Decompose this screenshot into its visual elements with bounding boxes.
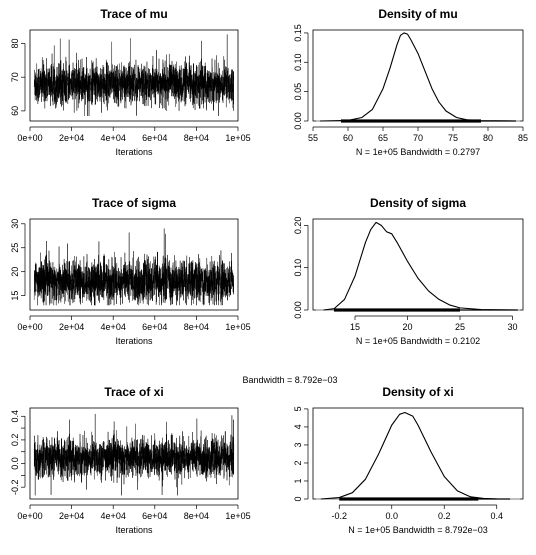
panel-2: Density of mu N = 1e+05 Bandwidth = 0.279… [293,7,528,157]
x-axis-label: N = 1e+05 Bandwidth = 0.2797 [356,147,480,157]
x-tick-label: 2e+04 [59,511,84,521]
panel-5: Trace of xi Iterations 0e+00 2e+04 4e+04 6e+0… [10,385,251,535]
x-axis-label: Iterations [115,147,153,157]
y-tick-label: 0.15 [293,24,303,42]
x-tick-label: 70 [413,133,423,143]
y-tick-label: 15 [10,291,20,301]
x-tick-label: 20 [402,322,412,332]
panel-3: Trace of sigma Iterations 0e+00 2e+04 4e+04 6… [10,196,251,346]
x-tick-label: 4e+04 [101,322,126,332]
chart-title: Trace of sigma [92,196,176,210]
y-tick-label: 0.0 [10,457,20,470]
x-tick-label: 6e+04 [142,511,167,521]
x-tick-label: 65 [378,133,388,143]
chart-title: Density of mu [378,7,457,21]
x-tick-label: 75 [448,133,458,143]
panel-6: Density of xi N = 1e+05 Bandwidth = 8.792… [293,385,524,535]
y-tick-label: 0.2 [10,434,20,447]
x-tick-label: 4e+04 [101,133,126,143]
y-tick-label: 0.10 [293,54,303,72]
panel-4: Density of sigma N = 1e+05 Bandwidth = 0.… [293,196,524,346]
plot-frame [312,218,524,311]
stray-bandwidth-label: Bandwidth = 8.792e−03 [242,375,337,385]
y-tick-label: 70 [10,72,20,82]
y-tick-label: 4 [293,424,303,429]
y-tick-label: 0.4 [10,410,20,423]
density-curve [323,221,518,311]
chart-title: Trace of mu [100,7,167,21]
x-tick-label: 1e+05 [225,511,250,521]
x-tick-label: 60 [343,133,353,143]
x-tick-label: 15 [350,322,360,332]
x-tick-label: 0.2 [438,511,451,521]
x-tick-label: 1e+05 [225,133,250,143]
density-curve [320,411,510,500]
trace-line [33,34,235,116]
x-tick-label: 80 [483,133,493,143]
y-tick-label: 80 [10,38,20,48]
x-tick-label: 2e+04 [59,133,84,143]
x-tick-label: 8e+04 [184,322,209,332]
y-tick-label: 2 [293,460,303,465]
plot-frame [29,29,239,122]
x-axis-label: Iterations [115,336,153,346]
density-rug [334,308,460,312]
y-tick-label: 0 [293,496,303,501]
x-tick-label: 0e+00 [17,511,42,521]
plot-frame [312,29,524,122]
x-axis-label: N = 1e+05 Bandwidth = 8.792e−03 [348,525,488,535]
plot-frame [29,407,239,500]
density-rug [339,497,479,501]
density-rug [341,119,481,123]
y-tick-label: 60 [10,106,20,116]
y-tick-label: 20 [10,267,20,277]
x-tick-label: 0.4 [490,511,503,521]
y-tick-label: -0.2 [10,479,20,495]
trace-line [33,228,235,306]
trace-line [33,413,235,496]
y-tick-label: 1 [293,478,303,483]
y-tick-label: 0.00 [293,301,303,319]
x-tick-label: 0.0 [385,511,398,521]
density-curve [319,32,517,122]
x-tick-label: 2e+04 [59,322,84,332]
x-tick-label: 85 [518,133,528,143]
y-tick-label: 25 [10,243,20,253]
x-axis-label: Iterations [115,525,153,535]
x-tick-label: 6e+04 [142,322,167,332]
x-tick-label: 0e+00 [17,322,42,332]
plot-frame [29,218,239,311]
y-tick-label: 5 [293,406,303,411]
x-tick-label: 6e+04 [142,133,167,143]
y-tick-label: 0.05 [293,83,303,101]
x-tick-label: 4e+04 [101,511,126,521]
chart-title: Density of sigma [370,196,466,210]
x-tick-label: 8e+04 [184,511,209,521]
y-tick-label: 0.10 [293,259,303,277]
x-tick-label: 8e+04 [184,133,209,143]
y-tick-label: 30 [10,219,20,229]
x-tick-label: 0e+00 [17,133,42,143]
chart-title: Density of xi [382,385,453,399]
x-tick-label: 25 [455,322,465,332]
x-tick-label: 30 [507,322,517,332]
x-tick-label: -0.2 [331,511,347,521]
panel-1: Trace of mu Iterations 0e+00 2e+04 4e+04 6e+0… [10,7,251,157]
y-tick-label: 0.00 [293,112,303,130]
chart-title: Trace of xi [104,385,163,399]
x-tick-label: 55 [308,133,318,143]
y-tick-label: 3 [293,442,303,447]
y-tick-label: 0.20 [293,217,303,235]
plot-frame [312,407,524,500]
x-tick-label: 1e+05 [225,322,250,332]
x-axis-label: N = 1e+05 Bandwidth = 0.2102 [356,336,480,346]
